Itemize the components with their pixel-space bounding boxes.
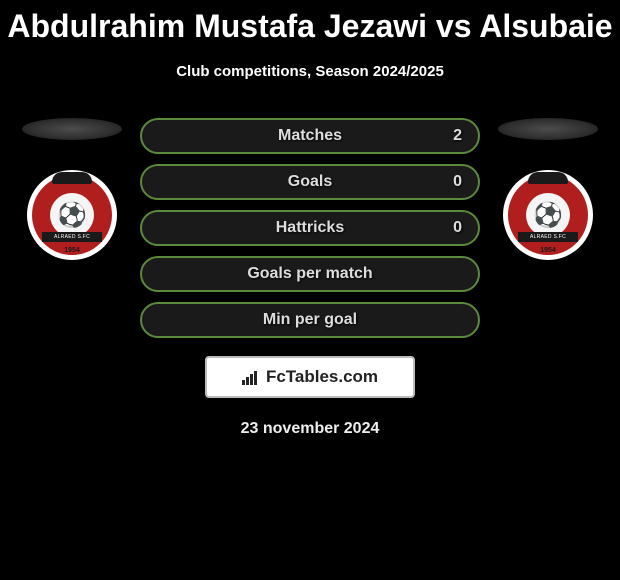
club-logo-left-year: 1954 bbox=[64, 247, 80, 254]
stat-label: Matches bbox=[278, 127, 342, 145]
stat-bar-goals: Goals 0 bbox=[140, 164, 480, 200]
stat-bar-min-per-goal: Min per goal bbox=[140, 302, 480, 338]
club-logo-left-ball: ⚽ bbox=[50, 193, 94, 237]
stat-value-right: 0 bbox=[453, 219, 462, 237]
stat-bar-hattricks: Hattricks 0 bbox=[140, 210, 480, 246]
player-left-avatar-shadow bbox=[22, 118, 122, 140]
comparison-row: ⚽ ALRAED S.FC 1954 Matches 2 Goals 0 Hat… bbox=[0, 118, 620, 338]
player-left-col: ⚽ ALRAED S.FC 1954 bbox=[22, 118, 122, 260]
club-logo-left-cap bbox=[52, 172, 92, 184]
stats-column: Matches 2 Goals 0 Hattricks 0 Goals per … bbox=[140, 118, 480, 338]
date-label: 23 november 2024 bbox=[0, 420, 620, 438]
stat-label: Hattricks bbox=[276, 219, 344, 237]
page-title: Abdulrahim Mustafa Jezawi vs Alsubaie bbox=[0, 0, 620, 45]
club-logo-right-cap bbox=[528, 172, 568, 184]
stat-bar-goals-per-match: Goals per match bbox=[140, 256, 480, 292]
player-right-avatar-shadow bbox=[498, 118, 598, 140]
stat-value-right: 2 bbox=[453, 127, 462, 145]
bar-chart-icon bbox=[242, 369, 262, 385]
brand-badge: FcTables.com bbox=[205, 356, 415, 398]
club-logo-left-strip: ALRAED S.FC bbox=[42, 232, 102, 242]
club-logo-right-strip: ALRAED S.FC bbox=[518, 232, 578, 242]
club-logo-right-ball: ⚽ bbox=[526, 193, 570, 237]
subtitle: Club competitions, Season 2024/2025 bbox=[0, 63, 620, 80]
player-right-col: ⚽ ALRAED S.FC 1954 bbox=[498, 118, 598, 260]
soccer-ball-icon: ⚽ bbox=[526, 193, 570, 237]
club-logo-right: ⚽ ALRAED S.FC 1954 bbox=[503, 170, 593, 260]
club-logo-left: ⚽ ALRAED S.FC 1954 bbox=[27, 170, 117, 260]
stat-value-right: 0 bbox=[453, 173, 462, 191]
stat-label: Goals bbox=[288, 173, 332, 191]
soccer-ball-icon: ⚽ bbox=[50, 193, 94, 237]
stat-label: Min per goal bbox=[263, 311, 357, 329]
brand-label: FcTables.com bbox=[266, 367, 378, 387]
stat-label: Goals per match bbox=[247, 265, 372, 283]
stat-bar-matches: Matches 2 bbox=[140, 118, 480, 154]
club-logo-right-year: 1954 bbox=[540, 247, 556, 254]
